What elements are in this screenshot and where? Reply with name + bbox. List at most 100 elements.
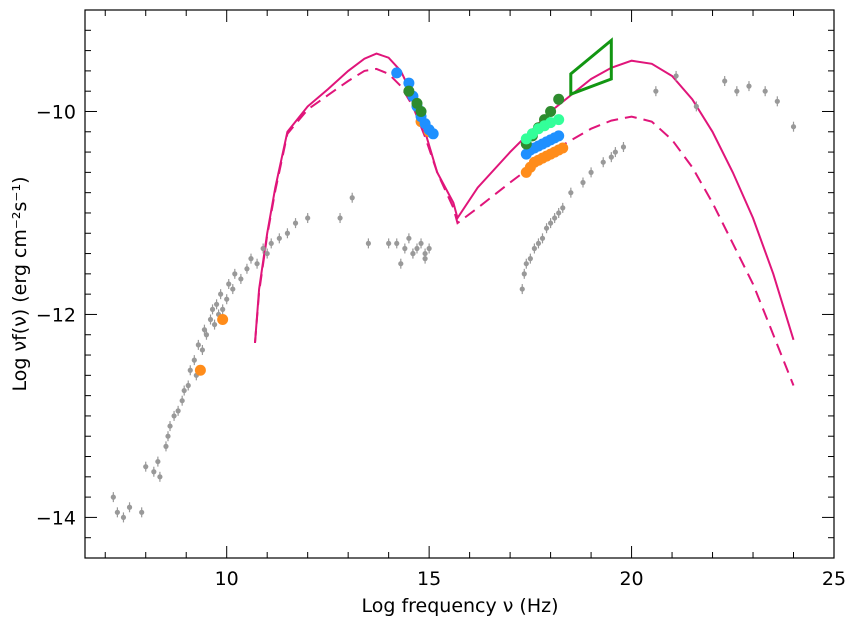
dark_green-point — [553, 93, 565, 105]
tick-labels: 10 15 20 25 −14 −12 −10 — [36, 101, 846, 590]
archival-point — [535, 240, 542, 247]
dark_green-point — [545, 105, 557, 117]
archival-point — [722, 78, 728, 84]
archival-point — [612, 149, 618, 155]
archival-point — [230, 286, 236, 292]
archival-point — [673, 73, 679, 79]
archival-point — [349, 195, 355, 201]
archival-point — [187, 367, 193, 373]
blue-point — [403, 77, 415, 89]
archival-point — [608, 154, 614, 160]
plot-frame — [84, 9, 835, 559]
archival-point — [693, 103, 699, 110]
archival-point — [211, 321, 218, 328]
archival-point — [734, 88, 740, 94]
archival-point — [422, 250, 428, 257]
archival-point — [143, 464, 149, 470]
chart-marks — [110, 37, 797, 523]
archival-point — [199, 347, 206, 353]
archival-point — [292, 220, 299, 226]
archival-point — [201, 327, 208, 333]
archival-point — [552, 215, 558, 221]
y-tick-label: −14 — [36, 507, 76, 529]
archival-point — [220, 306, 226, 312]
archival-point — [284, 230, 291, 236]
archival-point — [167, 423, 173, 429]
archival-point — [254, 261, 260, 267]
archival-point — [191, 357, 197, 363]
archival-point — [120, 514, 127, 521]
blue-point — [391, 67, 403, 79]
archival-point — [175, 408, 181, 414]
y-tick-label: −12 — [36, 304, 76, 326]
archival-point — [268, 240, 274, 247]
x-tick-label: 20 — [619, 568, 643, 590]
archival-point — [276, 235, 282, 241]
archival-point — [394, 240, 400, 247]
archival-point — [179, 398, 185, 404]
archival-point — [410, 250, 416, 257]
x-tick-label: 25 — [822, 568, 846, 590]
archival-point — [110, 494, 116, 500]
archival-point — [203, 332, 210, 338]
archival-point — [157, 474, 163, 480]
archival-point — [163, 443, 169, 449]
blue-point — [427, 128, 439, 140]
archival-point — [556, 210, 562, 216]
archival-point — [580, 179, 586, 186]
archival-point — [185, 382, 191, 389]
archival-point — [171, 413, 177, 419]
archival-point — [406, 235, 412, 241]
archival-point — [181, 387, 187, 394]
archival-point — [402, 245, 408, 252]
archival-point — [224, 296, 230, 302]
archival-point — [226, 281, 232, 287]
archival-point — [790, 124, 797, 130]
archival-point — [543, 225, 550, 231]
dark_green-point — [403, 85, 415, 97]
archival-point — [207, 316, 214, 323]
archival-point — [126, 504, 133, 510]
archival-point — [365, 240, 372, 247]
archival-point — [260, 245, 266, 252]
orange-point — [194, 364, 206, 376]
model-curve-dashed — [254, 67, 795, 386]
xray-bowtie — [569, 37, 613, 97]
archival-point — [248, 256, 254, 262]
archival-point — [620, 144, 627, 150]
archival-point — [165, 433, 171, 439]
blue-point — [553, 130, 565, 142]
archival-point — [218, 291, 224, 297]
archival-point — [238, 276, 244, 282]
archival-point — [519, 286, 525, 292]
archival-point — [232, 271, 238, 277]
archival-point — [547, 220, 554, 226]
archival-point — [527, 256, 533, 262]
archival-point — [653, 88, 659, 94]
archival-point — [414, 245, 420, 252]
archival-point — [139, 509, 145, 515]
archival-point — [422, 256, 428, 262]
y-tick-label: −10 — [36, 101, 76, 123]
archival-point — [521, 271, 527, 277]
archival-point — [588, 169, 594, 175]
archival-point — [531, 245, 538, 252]
archival-point — [560, 205, 566, 211]
axis-ticks — [85, 9, 835, 559]
x-axis-label: Log frequency ν (Hz) — [361, 595, 558, 617]
archival-point — [209, 306, 216, 312]
archival-point — [155, 458, 161, 465]
archival-point — [426, 245, 432, 252]
archival-point — [114, 509, 120, 515]
archival-point — [746, 83, 752, 89]
archival-point — [213, 301, 220, 307]
archival-point — [337, 215, 343, 221]
x-tick-label: 15 — [417, 568, 441, 590]
dark_green-point — [415, 105, 427, 117]
archival-point — [386, 240, 392, 247]
y-axis-label: Log νf(ν) (erg cm⁻²s⁻¹) — [9, 177, 31, 392]
archival-point — [195, 342, 201, 348]
archival-point — [600, 159, 606, 165]
orange-point — [217, 314, 229, 326]
archival-point — [398, 261, 404, 267]
